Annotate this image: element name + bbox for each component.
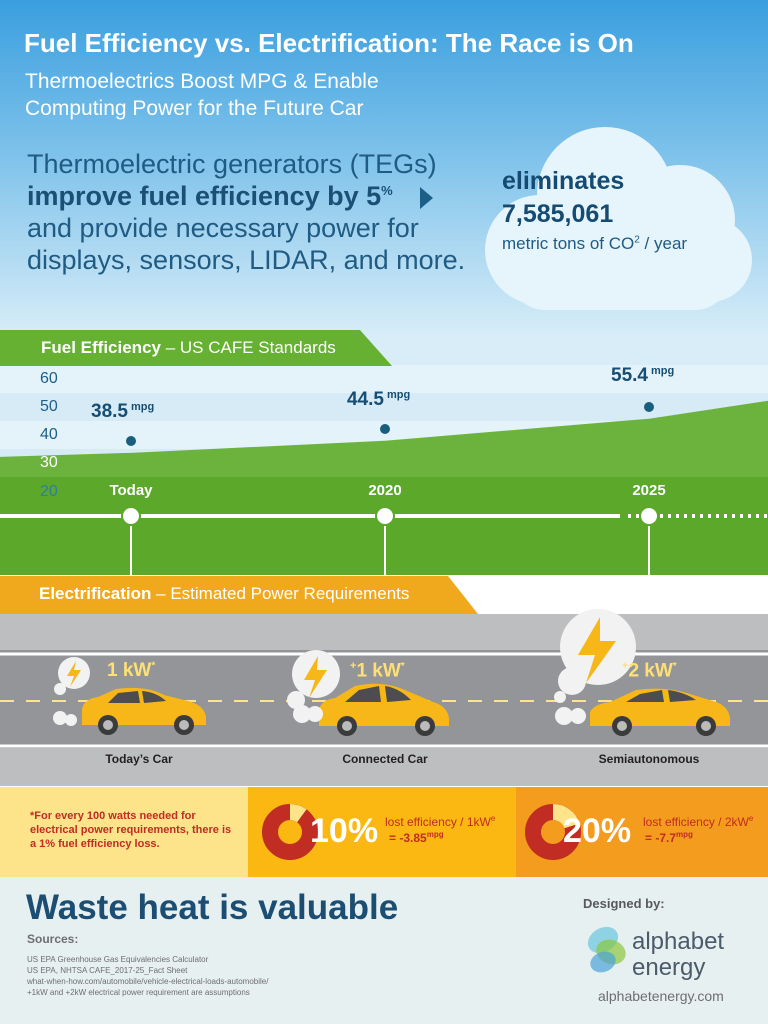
exhaust-cloud-icon [53,711,77,726]
brand-url[interactable]: alphabetenergy.com [598,988,724,1004]
y-tick-label: 60 [40,370,58,387]
timeline [0,506,768,610]
alphabet-energy-logo-icon [587,926,626,973]
x-tick-label: 2020 [368,482,402,499]
lightning-bubble-icon [554,609,636,703]
footer [0,877,768,1024]
loss-box-1 [248,787,516,877]
car-1-label: Today’s Car [105,752,173,766]
donut-chart-icon [262,804,318,860]
chart-band [0,365,768,393]
data-point [126,435,136,446]
subtitle-line-1: Thermoelectrics Boost MPG & Enable [25,70,379,93]
page-title: Fuel Efficiency vs. Electrification: The… [24,28,634,58]
car-3-label: Semiautonomous [598,752,700,766]
y-tick-label: 40 [40,426,58,443]
cloud-icon [470,120,755,315]
note-box [0,787,248,877]
car-icon [590,688,730,736]
arrow-right-icon [420,187,433,209]
timeline-marker [375,506,395,526]
lightning-bubble-icon [287,650,340,709]
car-icon [82,687,206,735]
loss-box-2 [516,787,768,877]
data-label: 55.4 mpg [611,364,675,386]
loss-value-2: = -7.7mpg [645,830,693,845]
exhaust-cloud-icon [555,707,586,725]
electrification-subtitle: – Estimated Power Requirements [151,584,410,603]
y-tick-label: 30 [40,454,58,471]
sources-heading: Sources: [27,932,79,946]
y-tick-label: 50 [40,398,58,415]
co2-label: eliminates [502,167,625,195]
loss-percent-2: 20% [563,812,632,850]
subtitle-line-2: Computing Power for the Future Car [25,97,364,120]
intro-line-3: and provide necessary power for [27,213,419,243]
car-2-power: +1 kW* [350,660,405,682]
car-3-power: +2 kW* [622,660,677,682]
loss-label-1: lost efficiency / 1kWe [385,814,496,829]
intro-highlight: improve fuel efficiency by 5 [27,181,382,211]
data-label: 44.5 mpg [347,388,411,410]
car-icon [319,683,449,736]
co2-unit-sup: 2 [634,234,640,246]
efficiency-note: *For every 100 watts needed for electric… [30,810,232,850]
brand-name-line-1: alphabet [632,928,725,955]
electrification-banner-text: Electrification – Estimated Power Requir… [39,584,409,604]
intro-percent-sup: % [381,183,393,198]
fuel-banner-title: Fuel Efficiency [41,338,161,357]
intro-line-4: displays, sensors, LIDAR, and more. [27,245,466,275]
car-2-label: Connected Car [342,752,428,766]
timeline-marker [639,506,659,526]
fuel-efficiency-banner [0,330,392,366]
source-item: +1kW and +2kW electrical power requireme… [27,988,250,997]
data-point [380,423,390,434]
exhaust-cloud-icon [293,705,323,723]
chart-band [0,393,768,421]
electrification-banner [0,576,478,614]
source-item: what-when-how.com/automobile/vehicle-ele… [27,977,269,986]
source-item: US EPA Greenhouse Gas Equivalencies Calc… [27,955,209,964]
source-item: US EPA, NHTSA CAFE_2017-25_Fact Sheet [27,966,188,975]
data-point [644,401,654,412]
donut-chart-icon [525,804,581,860]
co2-unit-suffix: / year [639,234,688,253]
y-tick-label: 20 [40,483,58,500]
road-markings [0,652,768,748]
co2-value: 7,585,061 [502,200,614,228]
fuel-efficiency-banner-text: Fuel Efficiency – US CAFE Standards [41,338,336,358]
intro-line-1: Thermoelectric generators (TEGs) [27,149,437,179]
footer-headline: Waste heat is valuable [26,888,399,927]
x-tick-label: 2025 [632,482,666,499]
designed-by-label: Designed by: [583,896,665,911]
electrification-title: Electrification [39,584,152,603]
loss-percent-1: 10% [310,812,379,850]
co2-unit-prefix: metric tons of CO [502,234,635,253]
loss-value-1: = -3.85mpg [389,830,444,845]
x-tick-label: Today [109,482,153,499]
lightning-bubble-icon [54,657,90,695]
data-label: 38.5 mpg [91,400,155,422]
intro-line-2: improve fuel efficiency by 5% [27,181,393,212]
fuel-banner-subtitle: – US CAFE Standards [160,338,336,357]
timeline-marker [121,506,141,526]
car-1-power: 1 kW* [107,660,156,681]
brand-name-line-2: energy [632,954,706,981]
co2-unit: metric tons of CO2 / year [502,234,687,254]
loss-label-2: lost efficiency / 2kWe [643,814,754,829]
